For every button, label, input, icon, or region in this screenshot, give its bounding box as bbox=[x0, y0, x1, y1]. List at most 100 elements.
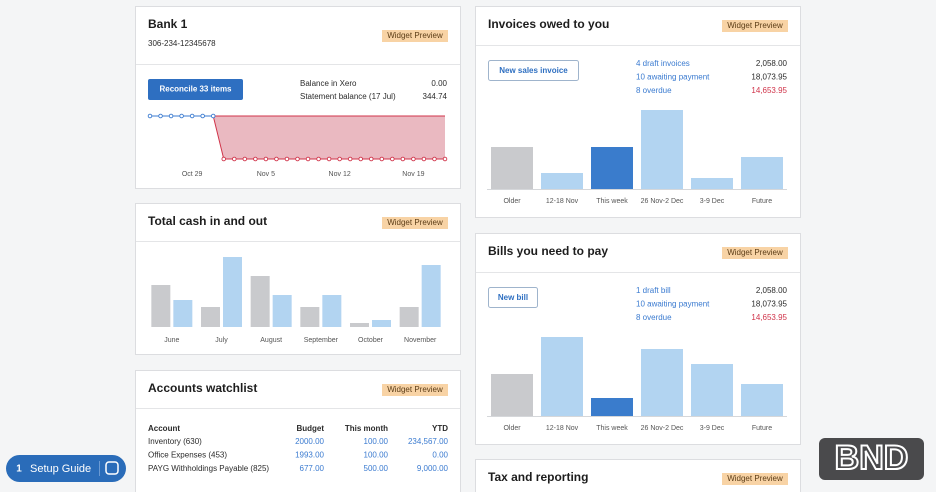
x-tick-label: June bbox=[164, 337, 179, 344]
summary-link: 8 overdue bbox=[636, 313, 672, 322]
card-title: Accounts watchlist bbox=[148, 381, 257, 395]
setup-count[interactable]: 1 bbox=[16, 464, 22, 475]
x-tick-label: 12-18 Nov bbox=[546, 425, 579, 432]
point bbox=[263, 156, 269, 162]
x-tick-label: 26 Nov-2 Dec bbox=[641, 425, 684, 432]
chat-icon[interactable] bbox=[105, 461, 119, 475]
x-tick-label: October bbox=[358, 337, 384, 344]
x-tick-label: August bbox=[260, 337, 282, 344]
table-cell: 500.00 bbox=[364, 464, 389, 473]
logo-box bbox=[819, 438, 924, 480]
table-cell: 9,000.00 bbox=[417, 464, 449, 473]
badge bbox=[722, 473, 788, 485]
card-title: Invoices owed to you bbox=[488, 17, 609, 31]
setup-guide-button[interactable] bbox=[6, 455, 126, 482]
table-cell: PAYG Withholdings Payable (825) bbox=[148, 464, 269, 473]
bar bbox=[541, 337, 583, 416]
bar bbox=[741, 384, 783, 416]
button[interactable] bbox=[488, 287, 538, 308]
bar bbox=[173, 300, 193, 327]
summary-amount: 18,073.95 bbox=[751, 73, 787, 82]
bar bbox=[591, 398, 633, 416]
table: Account Budget This month YTD Inventory (630… bbox=[148, 424, 449, 473]
account-number: 306-234-12345678 bbox=[148, 39, 216, 48]
point bbox=[400, 156, 406, 162]
button[interactable] bbox=[488, 60, 579, 81]
point bbox=[369, 156, 374, 162]
bar bbox=[641, 349, 683, 416]
table-cell: 100.00 bbox=[364, 451, 389, 460]
point bbox=[147, 113, 153, 119]
point bbox=[326, 156, 332, 162]
x-tick-label: 26 Nov-2 Dec bbox=[641, 198, 684, 205]
point bbox=[210, 113, 216, 119]
bar bbox=[250, 276, 270, 327]
point bbox=[295, 156, 300, 162]
point bbox=[442, 156, 448, 162]
table-cell: 1993.00 bbox=[295, 451, 324, 460]
bar bbox=[272, 295, 292, 327]
x-tick-label: Future bbox=[752, 425, 772, 432]
x-tick-label: Future bbox=[752, 198, 772, 205]
card-title: Bank 1 bbox=[148, 17, 188, 31]
bar bbox=[591, 147, 633, 189]
summary-amount: 2,058.00 bbox=[756, 59, 788, 68]
point bbox=[337, 156, 342, 162]
bar bbox=[421, 265, 441, 327]
summary-amount: 14,653.95 bbox=[751, 313, 787, 322]
card-title: Tax and reporting bbox=[488, 470, 588, 484]
x-tick-label: 3-9 Dec bbox=[700, 198, 725, 205]
table-header: This month bbox=[345, 424, 388, 433]
point bbox=[432, 156, 437, 162]
point bbox=[158, 113, 163, 119]
badge bbox=[382, 30, 448, 42]
amount: 0.00 bbox=[431, 79, 447, 88]
bar bbox=[300, 307, 320, 327]
point bbox=[284, 156, 290, 162]
bar bbox=[641, 110, 683, 189]
point bbox=[411, 156, 416, 162]
badge-text: Widget Preview bbox=[727, 21, 783, 30]
amount: 344.74 bbox=[423, 92, 448, 101]
table-cell: Office Expenses (453) bbox=[148, 451, 227, 460]
summary-amount: 14,653.95 bbox=[751, 86, 787, 95]
point bbox=[179, 113, 184, 119]
point bbox=[390, 156, 395, 162]
button-text[interactable]: Reconcile 33 items bbox=[159, 85, 232, 94]
bar bbox=[691, 364, 733, 416]
table-cell: 2000.00 bbox=[295, 437, 324, 446]
summary-amount: 2,058.00 bbox=[756, 286, 788, 295]
point bbox=[316, 156, 321, 162]
point bbox=[168, 113, 174, 119]
button-text[interactable]: New sales invoice bbox=[499, 66, 568, 75]
x-tick-label: Oct 29 bbox=[182, 171, 203, 178]
summary-amount: 18,073.95 bbox=[751, 300, 787, 309]
point bbox=[189, 113, 195, 119]
bar bbox=[691, 178, 733, 189]
setup-label[interactable]: Setup Guide bbox=[30, 463, 91, 475]
summary-link: 10 awaiting payment bbox=[636, 300, 710, 309]
point bbox=[221, 156, 226, 162]
point bbox=[232, 156, 237, 162]
summary-link: 10 awaiting payment bbox=[636, 73, 710, 82]
card-title: Bills you need to pay bbox=[488, 244, 608, 258]
badge bbox=[722, 20, 788, 32]
table-header: Account bbox=[148, 424, 180, 433]
bar bbox=[223, 257, 242, 327]
point bbox=[242, 156, 248, 162]
x-tick-label: Nov 19 bbox=[402, 171, 424, 178]
badge bbox=[722, 247, 788, 259]
table-header: Budget bbox=[296, 424, 324, 433]
point bbox=[358, 156, 363, 162]
label: Balance in Xero bbox=[300, 79, 357, 88]
button[interactable] bbox=[148, 79, 243, 100]
table-cell: 677.00 bbox=[300, 464, 325, 473]
badge-text: Widget Preview bbox=[727, 248, 783, 257]
button-text[interactable]: New bill bbox=[498, 293, 528, 302]
bar bbox=[201, 307, 220, 327]
x-tick-label: July bbox=[215, 337, 228, 344]
point bbox=[347, 156, 353, 162]
x-tick-label: Older bbox=[503, 425, 521, 432]
table-header: YTD bbox=[432, 424, 448, 433]
